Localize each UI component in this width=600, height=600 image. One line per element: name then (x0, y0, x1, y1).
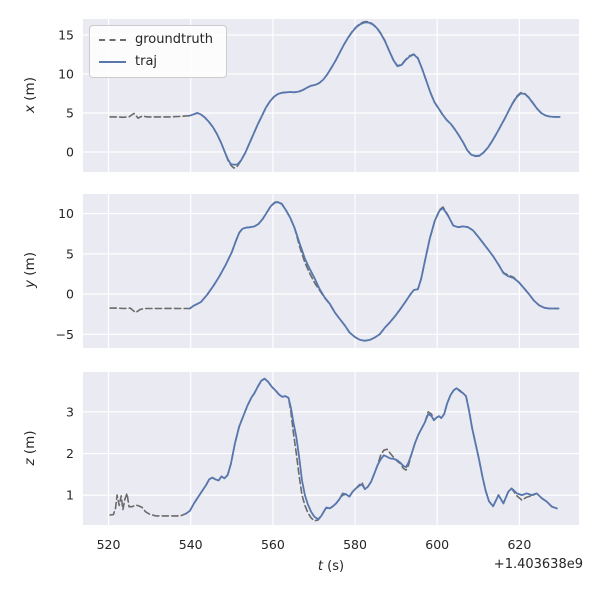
x-tick-labels: 520 540 560 580 600 620 (97, 537, 532, 552)
x-axis-label-unit: (s) (323, 559, 345, 574)
y-axis-label-z-var: z (22, 458, 38, 466)
y-tick-label: −5 (56, 327, 74, 342)
y-axis-label-y-unit: (m) (22, 252, 38, 280)
x-tick-label: 600 (425, 537, 449, 552)
y-tick-label: 10 (58, 206, 74, 221)
y-tick-label: 10 (58, 67, 74, 82)
series-lines (109, 377, 558, 522)
axes-background (83, 194, 579, 348)
y-tick-label: 1 (66, 488, 74, 503)
y-tick-label: 5 (66, 106, 74, 121)
x-axis-label: t (s) (83, 559, 579, 574)
x-axis-label-var: t (317, 559, 324, 574)
y-axis-label-z: z (m) (22, 408, 38, 488)
x-tick-label: 620 (507, 537, 531, 552)
legend-label-groundtruth: groundtruth (135, 32, 214, 47)
x-tick-label: 560 (261, 537, 285, 552)
y-axis-label-z-unit: (m) (22, 430, 38, 459)
subplot-z: 1 2 3 520 540 560 580 600 620 (66, 372, 579, 552)
series-traj-line (188, 21, 561, 166)
y-tick-labels: −5 0 5 10 (56, 206, 74, 342)
series-traj-line (188, 201, 560, 342)
subplot-y: −5 0 5 10 (56, 194, 579, 348)
y-tick-labels: 0 5 10 15 (58, 28, 74, 160)
gridlines (83, 194, 579, 348)
x-tick-label: 540 (179, 537, 203, 552)
legend: groundtruth traj (89, 25, 227, 78)
gridlines (83, 372, 579, 525)
y-tick-label: 15 (58, 28, 74, 43)
y-axis-label-y: y (m) (22, 230, 38, 310)
traj-line-sample-icon (99, 61, 126, 63)
series-traj-line (184, 377, 558, 521)
x-axis-offset-text: +1.403638e9 (493, 557, 583, 572)
series-lines (109, 201, 560, 342)
x-tick-label: 580 (343, 537, 367, 552)
y-tick-label: 3 (66, 404, 74, 419)
y-axis-label-y-var: y (22, 280, 38, 288)
groundtruth-line-sample-icon (99, 39, 126, 41)
y-tick-label: 0 (66, 145, 74, 160)
y-tick-label: 0 (66, 287, 74, 302)
y-tick-label: 2 (66, 446, 74, 461)
y-axis-label-x-unit: (m) (22, 77, 38, 105)
x-tick-label: 520 (97, 537, 121, 552)
legend-item-groundtruth: groundtruth (99, 31, 217, 49)
legend-label-traj: traj (135, 54, 158, 69)
series-lines (109, 20, 561, 169)
y-tick-label: 5 (66, 246, 74, 261)
legend-item-traj: traj (99, 53, 217, 71)
y-tick-labels: 1 2 3 (66, 404, 74, 502)
y-axis-label-x: x (m) (22, 55, 38, 135)
y-axis-label-x-var: x (22, 105, 38, 113)
